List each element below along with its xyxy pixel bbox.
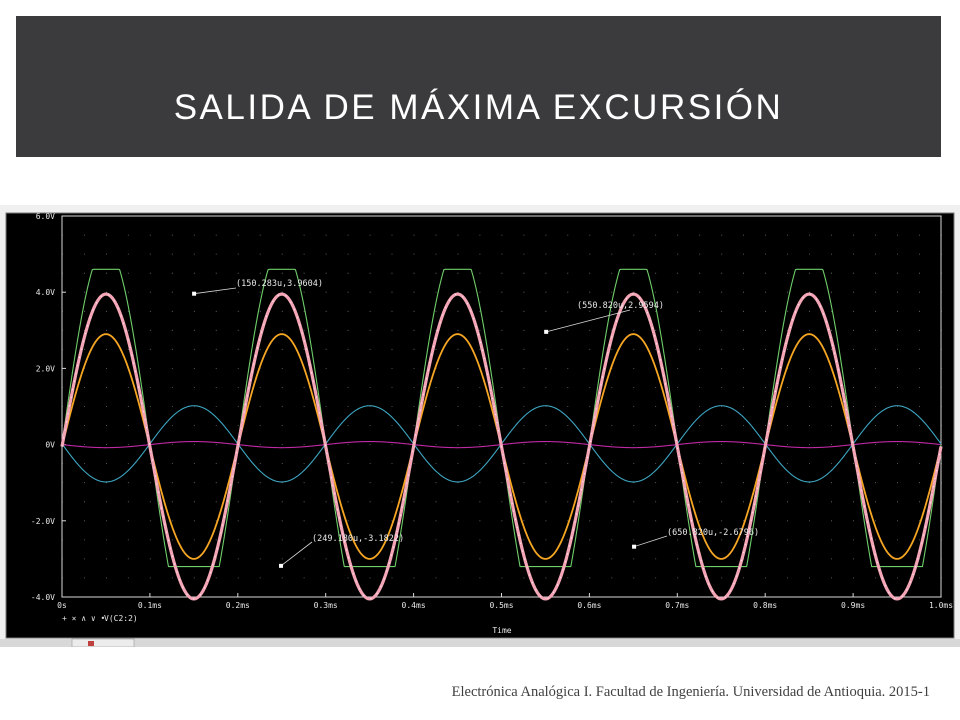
y-tick-label: 6.0V	[36, 212, 55, 221]
plot-legend: + × ∧ ∨ • V(C2:2)	[62, 614, 138, 623]
slide-title: SALIDA DE MÁXIMA EXCURSIÓN	[173, 88, 784, 127]
pspice-probe-window: -4.0V -2.0V 0V 2.0V 4.0V 6.0V 0s 0.1ms 0.2ms 0.3m…	[0, 205, 960, 647]
window-tab-icon	[88, 641, 94, 646]
x-tick-label: 0.3ms	[314, 601, 338, 610]
grid-dots	[62, 215, 942, 598]
x-tick-label: 0.4ms	[402, 601, 426, 610]
y-tick-label: -4.0V	[31, 593, 55, 602]
x-tick-label: 0s	[57, 601, 67, 610]
cursor-annotations: (150.283u,3.9604) (550.820u,2.9594) (249.1…	[192, 279, 759, 568]
legend-markers: + × ∧ ∨ •	[62, 614, 105, 623]
annotation-leader	[633, 535, 668, 548]
legend-series-label: V(C2:2)	[104, 614, 138, 623]
series-markers-pink	[61, 293, 942, 600]
x-tick-label: 0.5ms	[489, 601, 513, 610]
annotation-point	[544, 329, 549, 334]
annotation-point	[279, 563, 284, 568]
annotation-label: (550.820u,2.9594)	[577, 301, 664, 311]
plot-axes: -4.0V -2.0V 0V 2.0V 4.0V 6.0V 0s 0.1ms 0.2ms 0.3m…	[31, 212, 953, 610]
y-tick-label: -2.0V	[31, 517, 55, 526]
window-tab[interactable]	[71, 638, 135, 647]
annotation-leader	[194, 287, 237, 295]
x-tick-label: 1.0ms	[929, 601, 953, 610]
window-status-strip	[0, 639, 960, 647]
probe-plot: -4.0V -2.0V 0V 2.0V 4.0V 6.0V 0s 0.1ms 0.2ms 0.3m…	[0, 205, 960, 647]
y-tick-label: 4.0V	[36, 288, 55, 297]
annotation-label: (249.180u,-3.1822)	[312, 534, 404, 544]
x-tick-label: 0.8ms	[753, 601, 777, 610]
slide-footer: Electrónica Analógica I. Facultad de Ing…	[451, 684, 930, 700]
waveform-series	[60, 268, 943, 601]
x-tick-label: 0.6ms	[577, 601, 601, 610]
x-tick-label: 0.7ms	[665, 601, 689, 610]
y-tick-label: 2.0V	[36, 364, 55, 373]
annotation-leader	[546, 309, 631, 333]
annotation-label: (150.283u,3.9604)	[236, 279, 323, 289]
y-tick-label: 0V	[45, 441, 55, 450]
annotation-leader	[280, 541, 313, 567]
x-axis-title: Time	[492, 626, 511, 635]
x-tick-label: 0.9ms	[841, 601, 865, 610]
annotation-label: (650.820u,-2.6796)	[667, 528, 759, 538]
x-tick-label: 0.2ms	[226, 601, 250, 610]
plot-grid	[62, 215, 942, 598]
x-tick-label: 0.1ms	[138, 601, 162, 610]
annotation-point	[192, 291, 197, 296]
title-bar: SALIDA DE MÁXIMA EXCURSIÓN	[16, 16, 941, 157]
annotation-point	[632, 544, 637, 549]
